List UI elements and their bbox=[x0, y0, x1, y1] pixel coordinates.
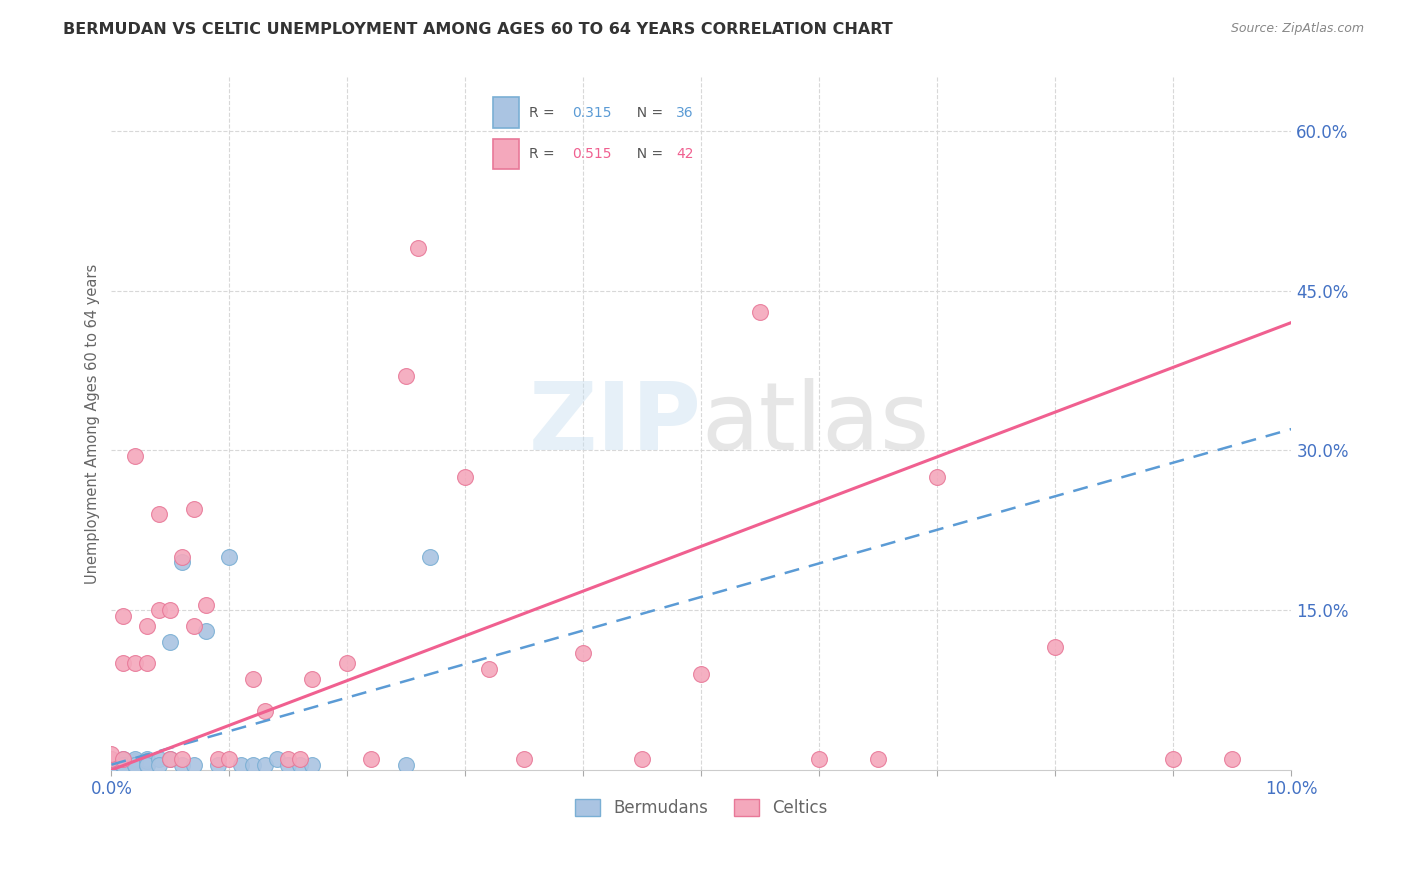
Point bbox=[135, 619, 157, 633]
Point bbox=[242, 757, 264, 772]
Point bbox=[266, 752, 288, 766]
Point bbox=[749, 305, 772, 319]
Point bbox=[360, 752, 382, 766]
Point bbox=[513, 752, 536, 766]
Point bbox=[277, 757, 299, 772]
Point bbox=[135, 757, 157, 772]
Point bbox=[148, 757, 170, 772]
Text: atlas: atlas bbox=[702, 377, 929, 470]
Point bbox=[124, 755, 146, 769]
Point bbox=[100, 757, 122, 772]
Point bbox=[454, 470, 477, 484]
Point bbox=[406, 241, 429, 255]
Point bbox=[159, 603, 181, 617]
Text: Source: ZipAtlas.com: Source: ZipAtlas.com bbox=[1230, 22, 1364, 36]
Point bbox=[100, 752, 122, 766]
Point bbox=[159, 635, 181, 649]
Point bbox=[159, 752, 181, 766]
Point bbox=[124, 449, 146, 463]
Point bbox=[124, 752, 146, 766]
Point bbox=[927, 470, 949, 484]
Point bbox=[159, 752, 181, 766]
Point bbox=[395, 368, 418, 383]
Point bbox=[290, 752, 312, 766]
Point bbox=[690, 667, 713, 681]
Y-axis label: Unemployment Among Ages 60 to 64 years: Unemployment Among Ages 60 to 64 years bbox=[86, 264, 100, 584]
Point bbox=[290, 757, 312, 772]
Point bbox=[1222, 752, 1244, 766]
Point bbox=[207, 757, 229, 772]
Point bbox=[194, 624, 217, 639]
Point bbox=[194, 598, 217, 612]
Point bbox=[135, 657, 157, 671]
Point bbox=[112, 757, 135, 772]
Point bbox=[336, 657, 359, 671]
Point bbox=[277, 752, 299, 766]
Point bbox=[100, 757, 122, 772]
Point bbox=[631, 752, 654, 766]
Point bbox=[172, 757, 194, 772]
Point bbox=[112, 757, 135, 772]
Point bbox=[572, 646, 595, 660]
Point bbox=[148, 508, 170, 522]
Point bbox=[100, 747, 122, 761]
Point bbox=[301, 757, 323, 772]
Point bbox=[868, 752, 890, 766]
Point bbox=[112, 608, 135, 623]
Point bbox=[112, 657, 135, 671]
Point bbox=[124, 757, 146, 772]
Point bbox=[172, 555, 194, 569]
Point bbox=[183, 502, 205, 516]
Legend: Bermudans, Celtics: Bermudans, Celtics bbox=[569, 792, 834, 824]
Point bbox=[135, 755, 157, 769]
Point bbox=[135, 757, 157, 772]
Point bbox=[183, 619, 205, 633]
Point bbox=[395, 757, 418, 772]
Point bbox=[1163, 752, 1185, 766]
Point bbox=[124, 757, 146, 772]
Text: BERMUDAN VS CELTIC UNEMPLOYMENT AMONG AGES 60 TO 64 YEARS CORRELATION CHART: BERMUDAN VS CELTIC UNEMPLOYMENT AMONG AG… bbox=[63, 22, 893, 37]
Point bbox=[148, 752, 170, 766]
Point bbox=[112, 752, 135, 766]
Point bbox=[242, 673, 264, 687]
Point bbox=[112, 755, 135, 769]
Point bbox=[419, 549, 441, 564]
Point bbox=[808, 752, 831, 766]
Point bbox=[112, 752, 135, 766]
Point bbox=[112, 757, 135, 772]
Point bbox=[301, 673, 323, 687]
Point bbox=[124, 657, 146, 671]
Point bbox=[218, 752, 240, 766]
Point bbox=[218, 549, 240, 564]
Point bbox=[148, 603, 170, 617]
Point bbox=[207, 752, 229, 766]
Point bbox=[135, 752, 157, 766]
Point bbox=[1045, 640, 1067, 655]
Point bbox=[172, 549, 194, 564]
Point bbox=[253, 705, 276, 719]
Point bbox=[172, 752, 194, 766]
Point bbox=[100, 752, 122, 766]
Point bbox=[253, 757, 276, 772]
Point bbox=[100, 757, 122, 772]
Point bbox=[231, 757, 253, 772]
Point bbox=[183, 757, 205, 772]
Text: ZIP: ZIP bbox=[529, 377, 702, 470]
Point bbox=[478, 662, 501, 676]
